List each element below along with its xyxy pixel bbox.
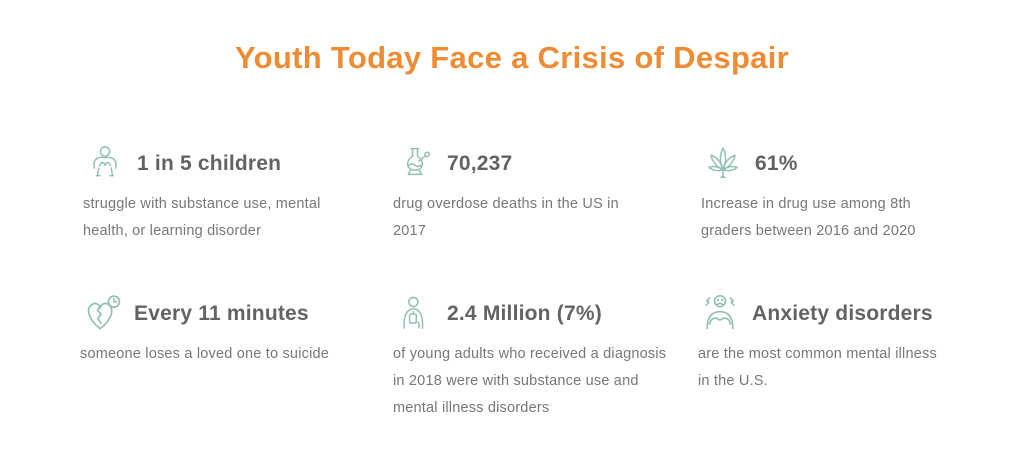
stat-description: drug overdose deaths in the US in 2017: [393, 191, 693, 245]
stat-block-overdose: 70,237 drug overdose deaths in the US in…: [393, 141, 693, 245]
stat-head: 1 in 5 children: [83, 141, 383, 187]
page-title: Youth Today Face a Crisis of Despair: [234, 40, 789, 75]
stat-description-line: in 2018 were with substance use and: [393, 373, 639, 389]
stat-description: are the most common mental illness in th…: [698, 341, 998, 395]
stat-block-anxiety: Anxiety disorders are the most common me…: [698, 291, 998, 395]
stat-headline: Anxiety disorders: [752, 302, 933, 325]
stat-description-line: struggle with substance use, mental: [83, 196, 321, 212]
stat-block-diagnosis: 2.4 Million (7%) of young adults who rec…: [393, 291, 693, 422]
stat-description-line: of young adults who received a diagnosis: [393, 346, 667, 362]
stat-description-line: graders between 2016 and 2020: [701, 223, 916, 239]
stat-description: of young adults who received a diagnosis…: [393, 341, 693, 422]
anxious-person-icon: [698, 291, 742, 337]
stat-description-line: someone loses a loved one to suicide: [80, 346, 330, 362]
stat-head: 2.4 Million (7%): [393, 291, 693, 337]
stat-description-line: health, or learning disorder: [83, 223, 262, 239]
bong-icon: [393, 141, 437, 187]
stat-description-line: mental illness disorders: [393, 400, 550, 416]
stat-headline: 70,237: [447, 152, 513, 175]
stat-block-suicide: Every 11 minutes someone loses a loved o…: [80, 291, 380, 368]
stat-description-line: in the U.S.: [698, 373, 768, 389]
stat-head: 70,237: [393, 141, 693, 187]
stat-head: 61%: [701, 141, 1001, 187]
stat-block-children: 1 in 5 children struggle with substance …: [83, 141, 383, 245]
stat-headline: 2.4 Million (7%): [447, 302, 602, 325]
stat-description: someone loses a loved one to suicide: [80, 341, 380, 368]
stat-head: Every 11 minutes: [80, 291, 380, 337]
stat-head: Anxiety disorders: [698, 291, 998, 337]
stat-description-line: Increase in drug use among 8th: [701, 196, 911, 212]
stat-headline: Every 11 minutes: [134, 302, 309, 325]
stat-description-line: are the most common mental illness: [698, 346, 937, 362]
stat-headline: 1 in 5 children: [137, 152, 282, 175]
stat-headline: 61%: [755, 152, 798, 175]
stat-description: Increase in drug use among 8th graders b…: [701, 191, 1001, 245]
crouching-child-icon: [83, 141, 127, 187]
stat-description-line: 2017: [393, 223, 427, 239]
broken-heart-clock-icon: [80, 291, 124, 337]
stat-description: struggle with substance use, mental heal…: [83, 191, 383, 245]
stat-description-line: drug overdose deaths in the US in: [393, 196, 619, 212]
person-holding-bottle-icon: [393, 291, 437, 337]
stat-block-drug-use: 61% Increase in drug use among 8th grade…: [701, 141, 1001, 245]
cannabis-leaf-icon: [701, 141, 745, 187]
